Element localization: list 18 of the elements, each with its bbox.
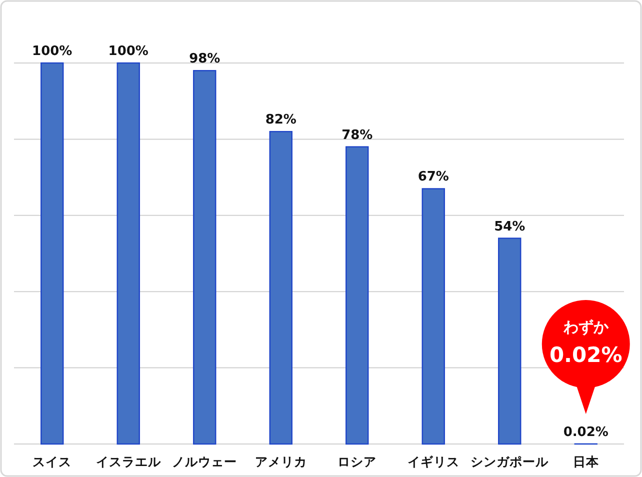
x-tick-label: イギリス <box>407 454 460 469</box>
x-tick-label: スイス <box>32 454 72 469</box>
x-tick-label: 日本 <box>572 454 600 469</box>
data-label: 78% <box>342 128 373 143</box>
data-label: 100% <box>32 44 72 59</box>
x-tick-label: シンガポール <box>470 454 550 469</box>
x-tick-label: ノルウェー <box>172 454 238 469</box>
data-label: 82% <box>265 112 296 128</box>
callout: わずか 0.02% <box>542 300 630 414</box>
data-label: 100% <box>108 44 148 59</box>
data-label: 0.02% <box>563 424 608 440</box>
x-tick-label: アメリカ <box>254 454 307 469</box>
x-tick-label: イスラエル <box>96 454 162 469</box>
data-label: 54% <box>494 219 526 234</box>
x-tick-label: ロシア <box>338 454 377 469</box>
data-label: 98% <box>189 52 220 67</box>
data-label: 67% <box>418 170 449 185</box>
annotation: わずか 0.02% <box>549 318 622 367</box>
